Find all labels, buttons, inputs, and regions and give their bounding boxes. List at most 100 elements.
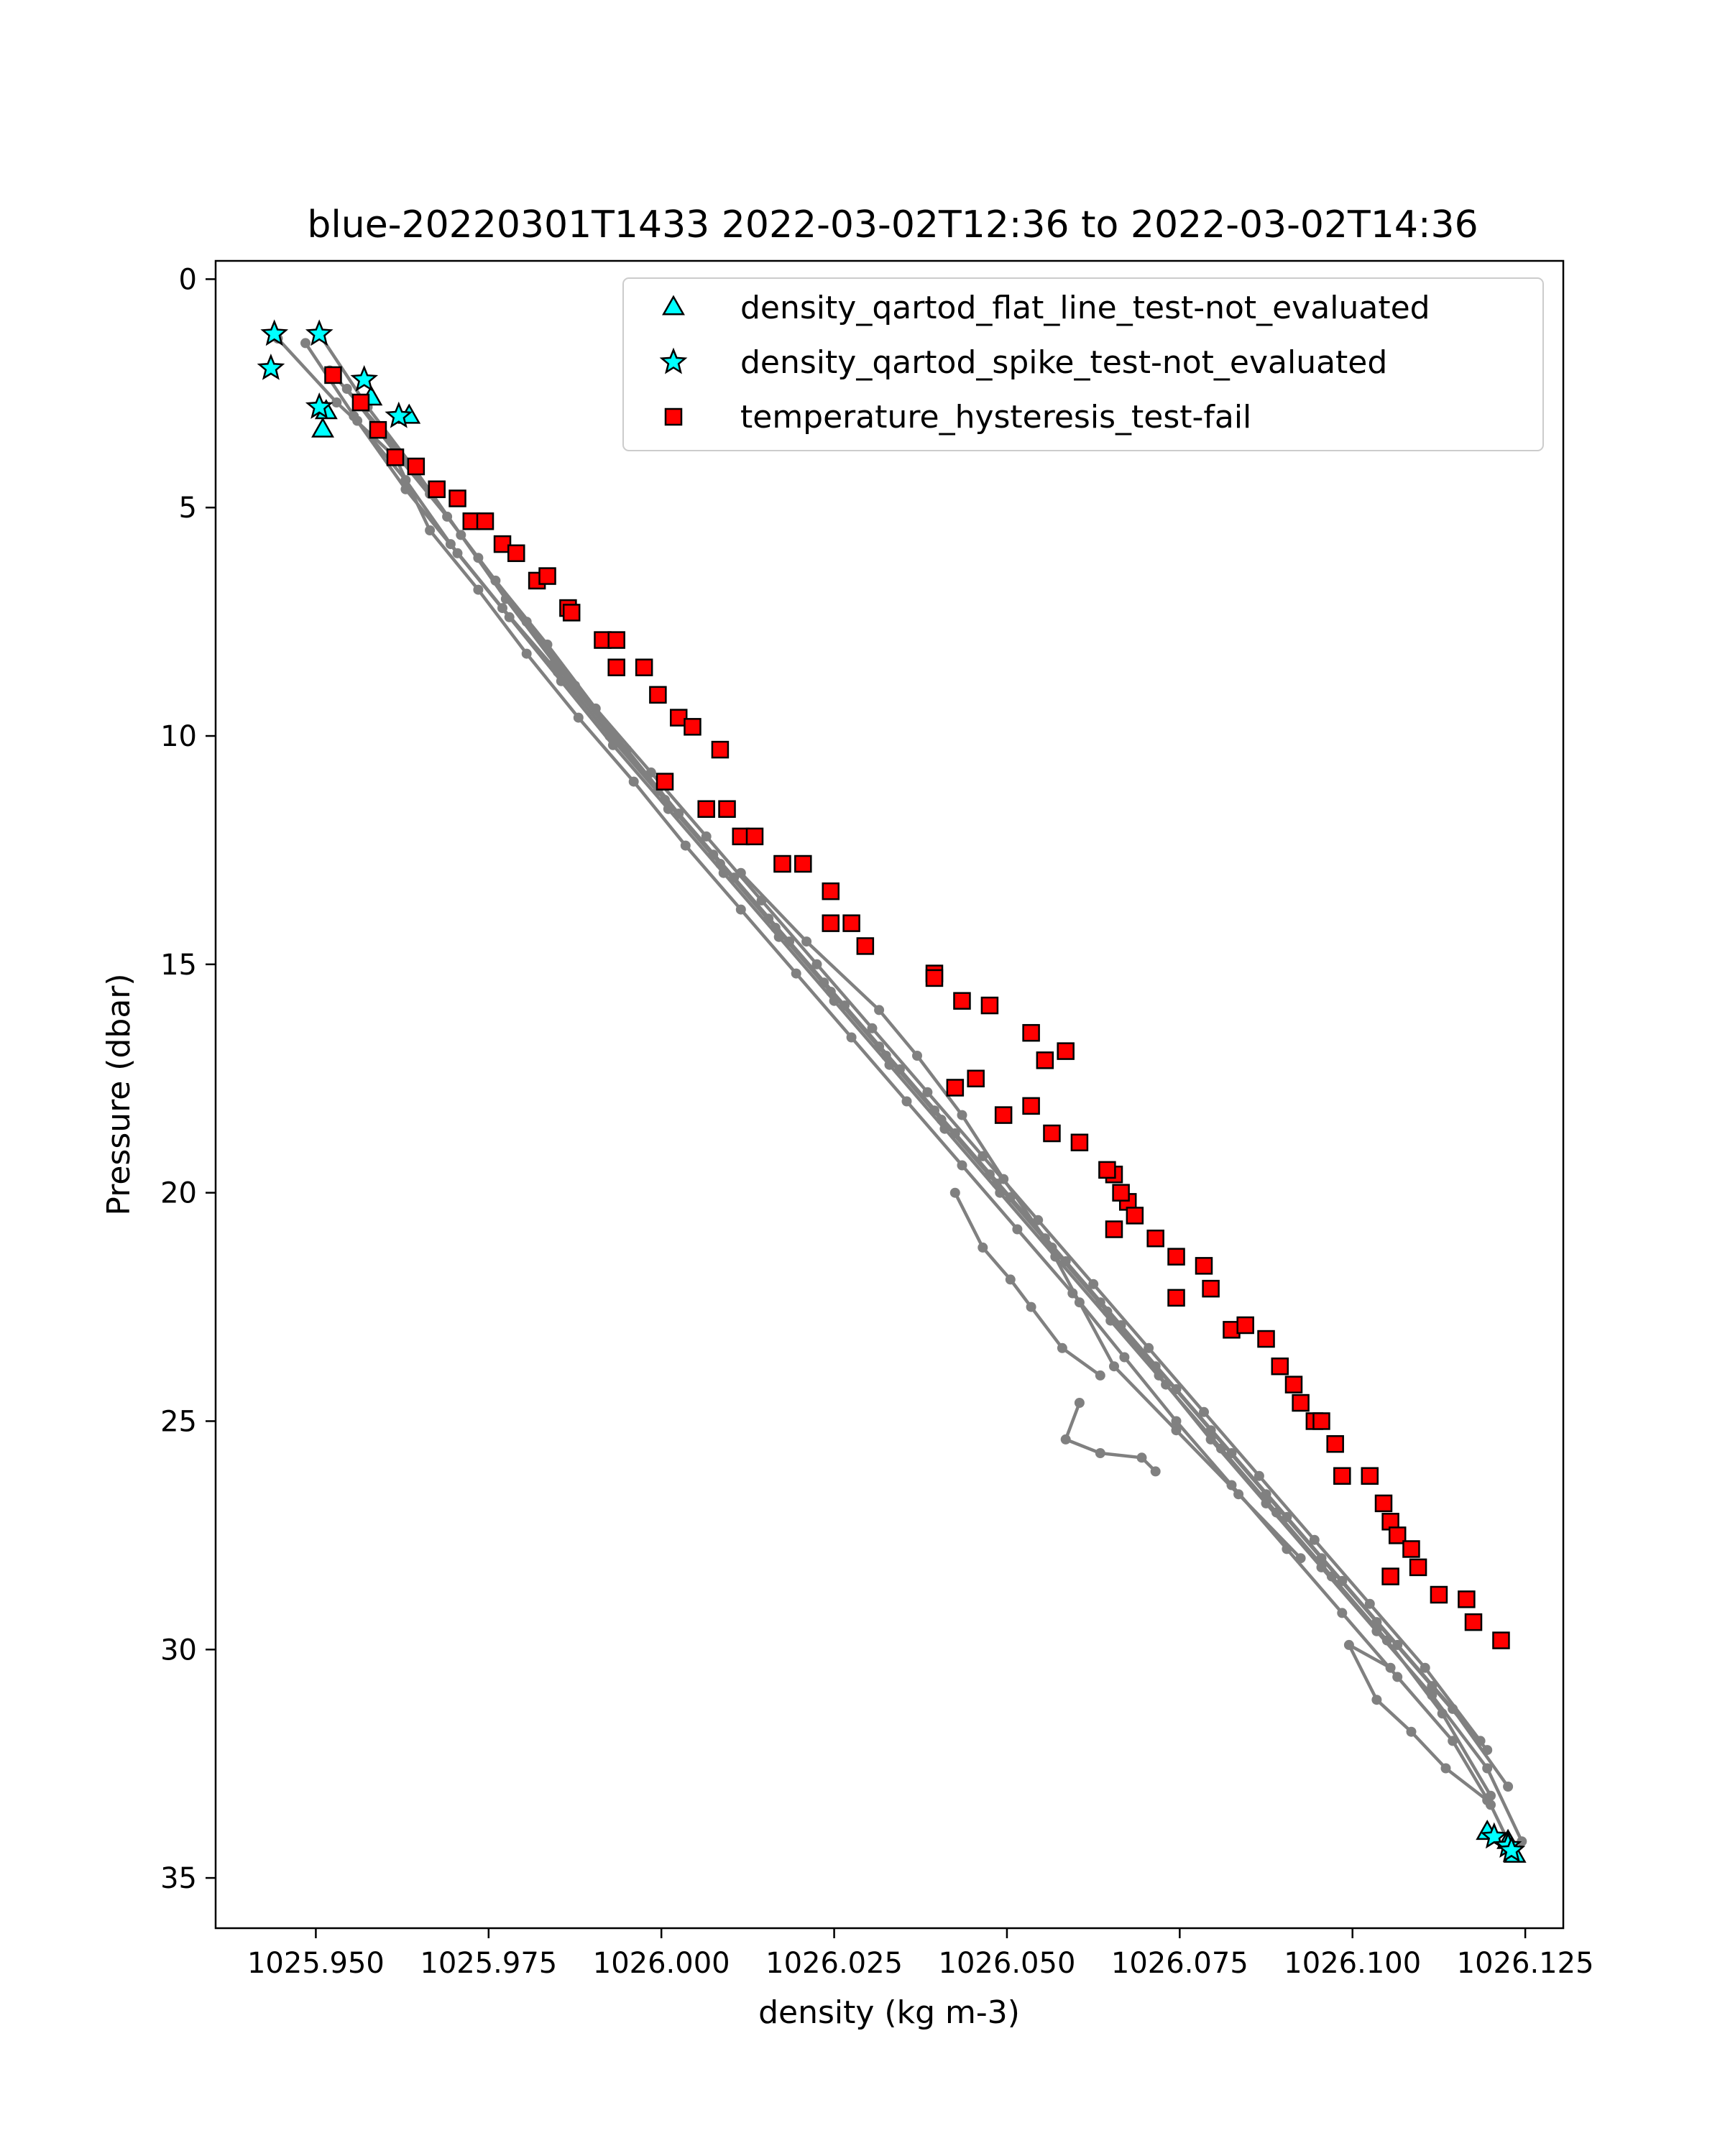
square-marker bbox=[1361, 1467, 1379, 1485]
profile-point bbox=[1254, 1470, 1264, 1481]
x-tick-label: 1025.950 bbox=[247, 1947, 385, 1980]
square-marker bbox=[351, 393, 370, 412]
legend-label: density_qartod_flat_line_test-not_evalua… bbox=[740, 290, 1430, 326]
square-marker bbox=[1257, 1330, 1275, 1348]
profile-point bbox=[400, 475, 411, 486]
profile-point bbox=[680, 840, 691, 851]
x-axis: 1025.950 1025.975 1026.000 1026.025 1026.050… bbox=[247, 1928, 1594, 1980]
profile-point bbox=[1295, 1553, 1306, 1564]
profile-point bbox=[400, 484, 411, 494]
square-marker bbox=[925, 969, 944, 987]
series-star-markers bbox=[257, 319, 1526, 1863]
square-marker bbox=[1202, 1279, 1220, 1298]
square-marker bbox=[1043, 1124, 1061, 1143]
profile-point bbox=[773, 931, 784, 942]
profile-point bbox=[957, 1110, 967, 1120]
plot-frame bbox=[214, 259, 1565, 1930]
profile-9 bbox=[1060, 1398, 1161, 1477]
square-marker bbox=[369, 420, 387, 439]
square-marker bbox=[1036, 1051, 1054, 1069]
profile-point bbox=[1171, 1416, 1182, 1427]
profile-point bbox=[978, 1242, 988, 1253]
profile-point bbox=[341, 384, 352, 394]
profile-point bbox=[490, 575, 501, 586]
square-marker bbox=[1146, 1229, 1164, 1248]
square-marker bbox=[1195, 1257, 1213, 1275]
x-axis-label: density (kg m-3) bbox=[758, 1994, 1020, 2031]
plot-area bbox=[257, 319, 1527, 1863]
profile-point bbox=[998, 1174, 1009, 1184]
profile-line bbox=[345, 387, 1482, 1742]
profile-point bbox=[1233, 1489, 1244, 1500]
profile-point bbox=[331, 397, 342, 407]
square-marker bbox=[1167, 1289, 1185, 1307]
y-tick-label: 20 bbox=[160, 1177, 197, 1210]
profile-point bbox=[645, 767, 656, 778]
profile-7 bbox=[735, 867, 1306, 1564]
x-tick-label: 1026.000 bbox=[593, 1947, 730, 1980]
profile-point bbox=[573, 712, 584, 723]
square-marker bbox=[1167, 1248, 1185, 1266]
star-marker bbox=[305, 319, 334, 346]
square-marker bbox=[711, 740, 730, 759]
profile-point bbox=[607, 740, 618, 750]
profile-point bbox=[504, 612, 515, 622]
profile-8 bbox=[949, 1187, 1105, 1381]
profile-point bbox=[1381, 1635, 1392, 1646]
profile-point bbox=[1271, 1507, 1282, 1518]
profile-point bbox=[300, 338, 310, 349]
profile-point bbox=[590, 703, 601, 714]
square-marker bbox=[635, 658, 653, 676]
star-marker bbox=[1497, 1835, 1526, 1863]
profile-point bbox=[922, 1087, 933, 1097]
square-marker bbox=[1492, 1631, 1510, 1649]
square-marker bbox=[1098, 1161, 1116, 1179]
profile-point bbox=[1392, 1672, 1403, 1682]
square-marker bbox=[1464, 1613, 1483, 1631]
star-marker bbox=[385, 401, 413, 428]
square-marker bbox=[1022, 1097, 1040, 1115]
star-marker bbox=[350, 364, 379, 392]
square-marker bbox=[1458, 1590, 1476, 1608]
profile-point bbox=[1057, 1342, 1067, 1353]
profile-point bbox=[1364, 1598, 1375, 1609]
square-marker bbox=[324, 366, 342, 384]
profile-point bbox=[1482, 1795, 1493, 1805]
profile-point bbox=[1136, 1452, 1147, 1463]
legend-label: temperature_hysteresis_test-fail bbox=[740, 399, 1251, 436]
y-tick-label: 30 bbox=[160, 1634, 197, 1667]
x-tick-label: 1026.050 bbox=[939, 1947, 1076, 1980]
square-marker bbox=[745, 827, 764, 846]
legend-square-icon bbox=[664, 407, 683, 426]
profile-point bbox=[1406, 1726, 1417, 1737]
profile-point bbox=[718, 867, 729, 878]
profile-point bbox=[1171, 1425, 1182, 1436]
profile-line bbox=[352, 415, 1492, 1797]
square-marker bbox=[1333, 1467, 1351, 1485]
profile-line bbox=[740, 872, 1302, 1560]
square-marker bbox=[1312, 1412, 1330, 1430]
profile-point bbox=[1420, 1662, 1430, 1673]
square-marker bbox=[562, 604, 581, 622]
square-marker bbox=[448, 489, 466, 507]
profile-point bbox=[425, 525, 436, 535]
square-marker bbox=[1292, 1393, 1310, 1412]
profile-point bbox=[867, 1023, 878, 1033]
square-marker bbox=[856, 937, 875, 955]
profile-point bbox=[829, 995, 840, 1006]
square-marker bbox=[794, 854, 812, 873]
profile-point bbox=[1309, 1534, 1320, 1545]
square-marker bbox=[1430, 1585, 1448, 1604]
square-marker bbox=[1070, 1133, 1089, 1151]
profile-point bbox=[995, 1187, 1006, 1198]
square-marker bbox=[476, 512, 494, 530]
square-marker bbox=[842, 914, 860, 932]
y-tick-label: 15 bbox=[160, 949, 197, 982]
square-marker bbox=[669, 709, 688, 727]
x-tick-label: 1026.100 bbox=[1284, 1947, 1421, 1980]
square-marker bbox=[1381, 1567, 1399, 1585]
square-marker bbox=[1409, 1558, 1427, 1577]
profile-point bbox=[452, 548, 463, 558]
square-marker bbox=[1126, 1207, 1144, 1225]
